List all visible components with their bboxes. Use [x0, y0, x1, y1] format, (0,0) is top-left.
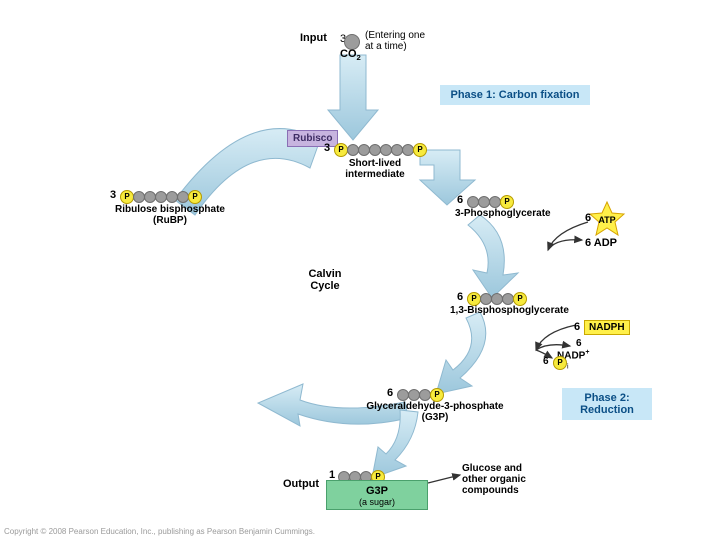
pi-label: Pi: [553, 356, 569, 371]
bpg-label: 1,3-Bisphosphoglycerate: [450, 305, 569, 316]
nadp-out-count: 6: [576, 338, 582, 349]
g3p-box: G3P (a sugar): [326, 480, 428, 510]
g3p-molecule: P: [397, 388, 443, 402]
bpg-molecule: PP: [467, 292, 526, 306]
pi-out-count: 6: [543, 356, 549, 367]
co2-formula: CO2: [340, 48, 361, 62]
pg3-count: 6: [457, 194, 463, 206]
nadph-in-count: 6: [574, 321, 580, 333]
shortlived-molecule: PP: [334, 143, 426, 157]
cycle-arrows: [0, 0, 720, 540]
g3p-count: 6: [387, 387, 393, 399]
copyright: Copyright © 2008 Pearson Education, Inc.…: [4, 527, 315, 536]
g3p-label: Glyceraldehyde-3-phosphate (G3P): [355, 401, 515, 423]
rubp-molecule: PP: [120, 190, 201, 204]
input-label: Input: [300, 32, 327, 44]
adp-out: 6 ADP: [585, 237, 617, 249]
shortlived-label: Short-lived intermediate: [330, 158, 420, 180]
phase2-box: Phase 2: Reduction: [562, 388, 652, 420]
output-label: Output: [283, 478, 319, 490]
shortlived-count: 3: [324, 142, 330, 154]
pg3-molecule: P: [467, 195, 513, 209]
phase1-box: Phase 1: Carbon fixation: [440, 85, 590, 105]
bpg-count: 6: [457, 291, 463, 303]
rubp-count: 3: [110, 189, 116, 201]
entering-note: (Entering one at a time): [365, 30, 425, 52]
nadph-box: NADPH: [584, 320, 630, 335]
rubp-label: Ribulose bisphosphate (RuBP): [100, 204, 240, 226]
calvin-cycle-label: Calvin Cycle: [295, 268, 355, 292]
pg3-label: 3-Phosphoglycerate: [455, 208, 551, 219]
glucose-label: Glucose and other organic compounds: [462, 463, 526, 496]
rubisco-box: Rubisco: [287, 130, 338, 147]
atp-star: ATP: [590, 203, 624, 237]
